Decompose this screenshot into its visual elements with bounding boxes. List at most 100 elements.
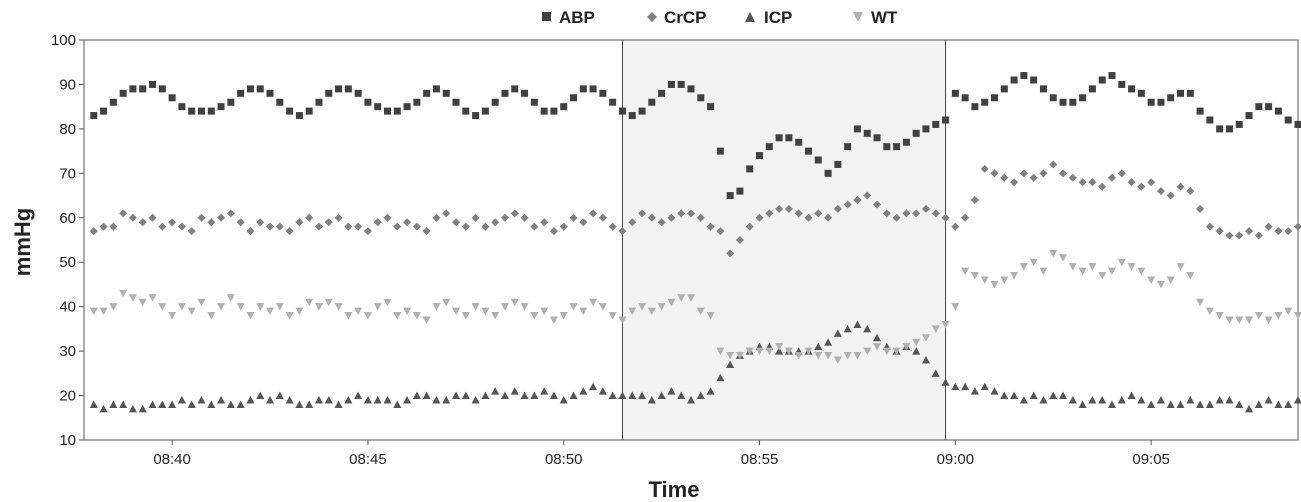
abp-point (90, 112, 98, 120)
abp-point (971, 103, 979, 111)
wt-point (177, 303, 186, 311)
wt-point (549, 316, 558, 324)
crcp-point (324, 218, 333, 227)
icp-point (1225, 396, 1234, 404)
abp-point (579, 85, 587, 93)
icp-point (549, 391, 558, 400)
abp-point (1157, 98, 1165, 106)
plot-frame (83, 39, 1299, 441)
abp-point (266, 89, 274, 97)
icp-point (696, 391, 705, 400)
x-axis-title: Time (649, 477, 700, 502)
wt-point (647, 307, 656, 316)
icp-point (1127, 391, 1136, 400)
y-axis-title: mmHg (10, 208, 35, 276)
crcp-point (256, 218, 265, 227)
crcp-point (1098, 182, 1107, 191)
icp-point (187, 400, 196, 408)
abp-point (432, 85, 440, 93)
plot-area: 10 20 30 40 50 60 70 80 90 100 08:40 08:45 08:50 08:5… (51, 32, 1301, 468)
abp-point (295, 112, 303, 120)
icp-point (1107, 400, 1116, 408)
icp-point (520, 391, 529, 400)
crcp-point (452, 218, 461, 227)
abp-point (413, 98, 421, 106)
icp-point (363, 396, 372, 404)
icp-point (119, 400, 128, 408)
icp-point (1245, 404, 1254, 413)
crcp-point (1166, 191, 1175, 200)
crcp-point (1147, 178, 1156, 187)
crcp-point (1205, 222, 1214, 231)
icp-point (422, 391, 431, 400)
crcp-point (589, 209, 598, 218)
abp-point (276, 98, 284, 106)
icp-point (1156, 396, 1165, 404)
icp-point (1137, 396, 1146, 404)
x-tick-label: 09:00 (937, 451, 975, 468)
wt-point (677, 294, 686, 302)
icp-point (559, 396, 568, 404)
abp-point (1000, 85, 1008, 93)
wt-point (755, 347, 764, 356)
wt-point (491, 312, 500, 320)
crcp-point (89, 227, 98, 236)
wt-point (1039, 267, 1048, 276)
icp-point (589, 382, 598, 391)
abp-point (589, 85, 597, 93)
abp-point (1177, 89, 1185, 97)
wt-point (765, 347, 774, 356)
crcp-point (549, 227, 558, 236)
crcp-point (902, 209, 911, 218)
wt-point (285, 312, 294, 320)
wt-point (324, 298, 333, 307)
crcp-point (1196, 204, 1205, 213)
crcp-point (1294, 222, 1301, 231)
crcp-point (363, 227, 372, 236)
icp-point (540, 387, 549, 395)
icp-point (246, 396, 255, 404)
abp-point (530, 98, 538, 106)
x-tick-label: 08:55 (741, 451, 779, 468)
wt-point (109, 303, 118, 311)
y-tick-label: 40 (59, 299, 76, 316)
icp-point (1039, 396, 1048, 404)
abp-point (1020, 72, 1028, 80)
wt-point (882, 347, 891, 356)
icp-point (314, 396, 323, 404)
icp-point (128, 404, 137, 413)
wt-point (1019, 263, 1028, 271)
abp-point (638, 107, 646, 115)
abp-point (707, 103, 715, 111)
crcp-point (618, 227, 627, 236)
y-tick-label: 70 (59, 165, 76, 182)
abp-point (129, 85, 137, 93)
icp-point (530, 391, 539, 400)
wt-point (735, 352, 744, 360)
legend-marker-wt (853, 12, 863, 22)
wt-point (256, 303, 265, 311)
crcp-point (1137, 182, 1146, 191)
icp-point (109, 400, 118, 408)
wt-point (1205, 307, 1214, 316)
crcp-point (921, 204, 930, 213)
legend-label-abp: ABP (559, 8, 595, 27)
icp-point (1274, 400, 1283, 408)
crcp-point (1068, 173, 1077, 182)
abp-point (716, 147, 724, 155)
crcp-point (706, 222, 715, 231)
icp-point (1166, 400, 1175, 408)
icp-point (1196, 400, 1205, 408)
crcp-point (1235, 231, 1244, 240)
crcp-point (1264, 222, 1273, 231)
crcp-point (99, 222, 108, 231)
icp-point (687, 396, 695, 404)
abp-point (227, 98, 235, 106)
crcp-point (109, 222, 118, 231)
icp-point (373, 396, 382, 404)
icp-point (138, 404, 147, 413)
abp-point (1255, 103, 1263, 111)
icp-point (1010, 391, 1019, 400)
wt-point (794, 352, 803, 360)
abp-point (1284, 116, 1292, 124)
